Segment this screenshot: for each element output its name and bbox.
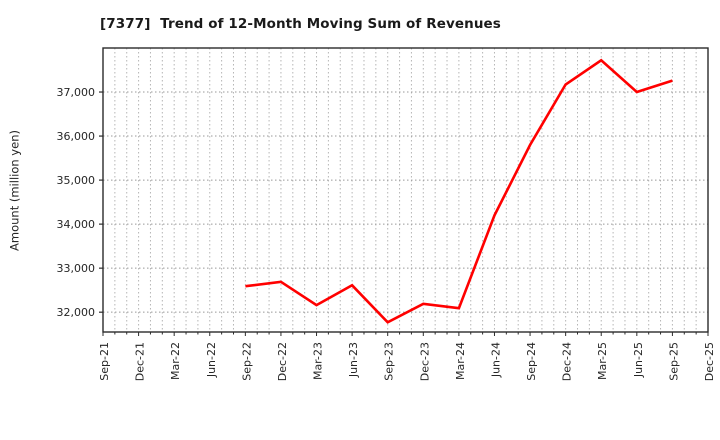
x-tick-labels: Sep-21 Dec-21 Mar-22 Jun-22 Sep-22 Dec-22 Mar-…: [98, 342, 716, 381]
chart-title: [7377] Trend of 12-Month Moving Sum of R…: [100, 16, 501, 32]
y-tick-label: 34,000: [57, 218, 96, 231]
x-tick-label: Mar-24: [454, 342, 467, 380]
y-tick-label: 37,000: [57, 86, 96, 99]
x-tick-label: Sep-24: [525, 342, 538, 381]
x-tick-label: Dec-21: [134, 342, 147, 381]
x-tick-label: Jun-24: [489, 342, 502, 378]
x-tick-label: Sep-22: [240, 342, 253, 381]
vertical-gridlines: [102, 48, 709, 332]
x-tick-label: Mar-25: [596, 342, 609, 380]
horizontal-gridlines: [103, 91, 708, 313]
x-tick-label: Mar-23: [312, 342, 325, 380]
plot-border: [102, 47, 709, 333]
x-tick-label: Sep-23: [383, 342, 396, 381]
y-tick-label: 33,000: [57, 262, 96, 275]
series-line: [245, 58, 673, 324]
axis-ticks: [99, 91, 709, 336]
y-tick-label: 36,000: [57, 130, 96, 143]
x-tick-label: Sep-25: [667, 342, 680, 381]
x-tick-label: Jun-23: [347, 342, 360, 378]
x-tick-label: Sep-21: [98, 342, 111, 381]
x-tick-label: Dec-23: [418, 342, 431, 381]
y-tick-label: 32,000: [57, 306, 96, 319]
x-tick-label: Jun-22: [205, 342, 218, 378]
y-tick-label: 35,000: [57, 174, 96, 187]
x-tick-label: Dec-24: [561, 342, 574, 381]
y-tick-labels: 32,000 33,000 34,000 35,000 36,000 37,000: [57, 86, 96, 319]
x-tick-label: Dec-25: [703, 342, 716, 381]
x-tick-label: Dec-22: [276, 342, 289, 381]
x-tick-label: Jun-25: [632, 342, 645, 378]
x-tick-label: Mar-22: [169, 342, 182, 380]
